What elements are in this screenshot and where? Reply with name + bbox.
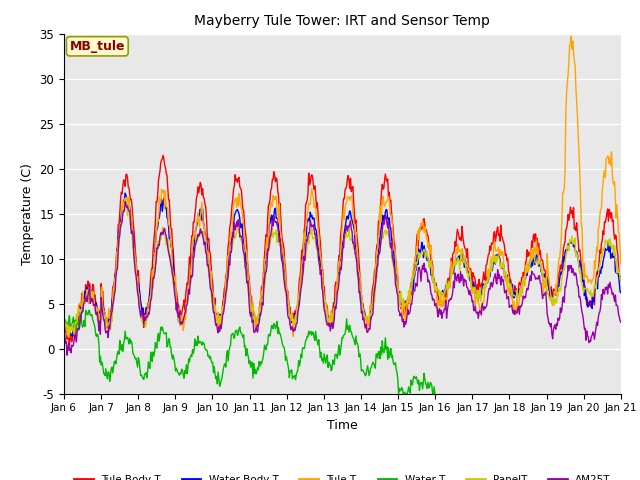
Title: Mayberry Tule Tower: IRT and Sensor Temp: Mayberry Tule Tower: IRT and Sensor Temp [195, 14, 490, 28]
Text: MB_tule: MB_tule [70, 40, 125, 53]
Y-axis label: Temperature (C): Temperature (C) [21, 163, 34, 264]
X-axis label: Time: Time [327, 419, 358, 432]
Legend: Tule Body T, Water Body T, Tule T, Water T, PanelT, AM25T: Tule Body T, Water Body T, Tule T, Water… [70, 471, 615, 480]
